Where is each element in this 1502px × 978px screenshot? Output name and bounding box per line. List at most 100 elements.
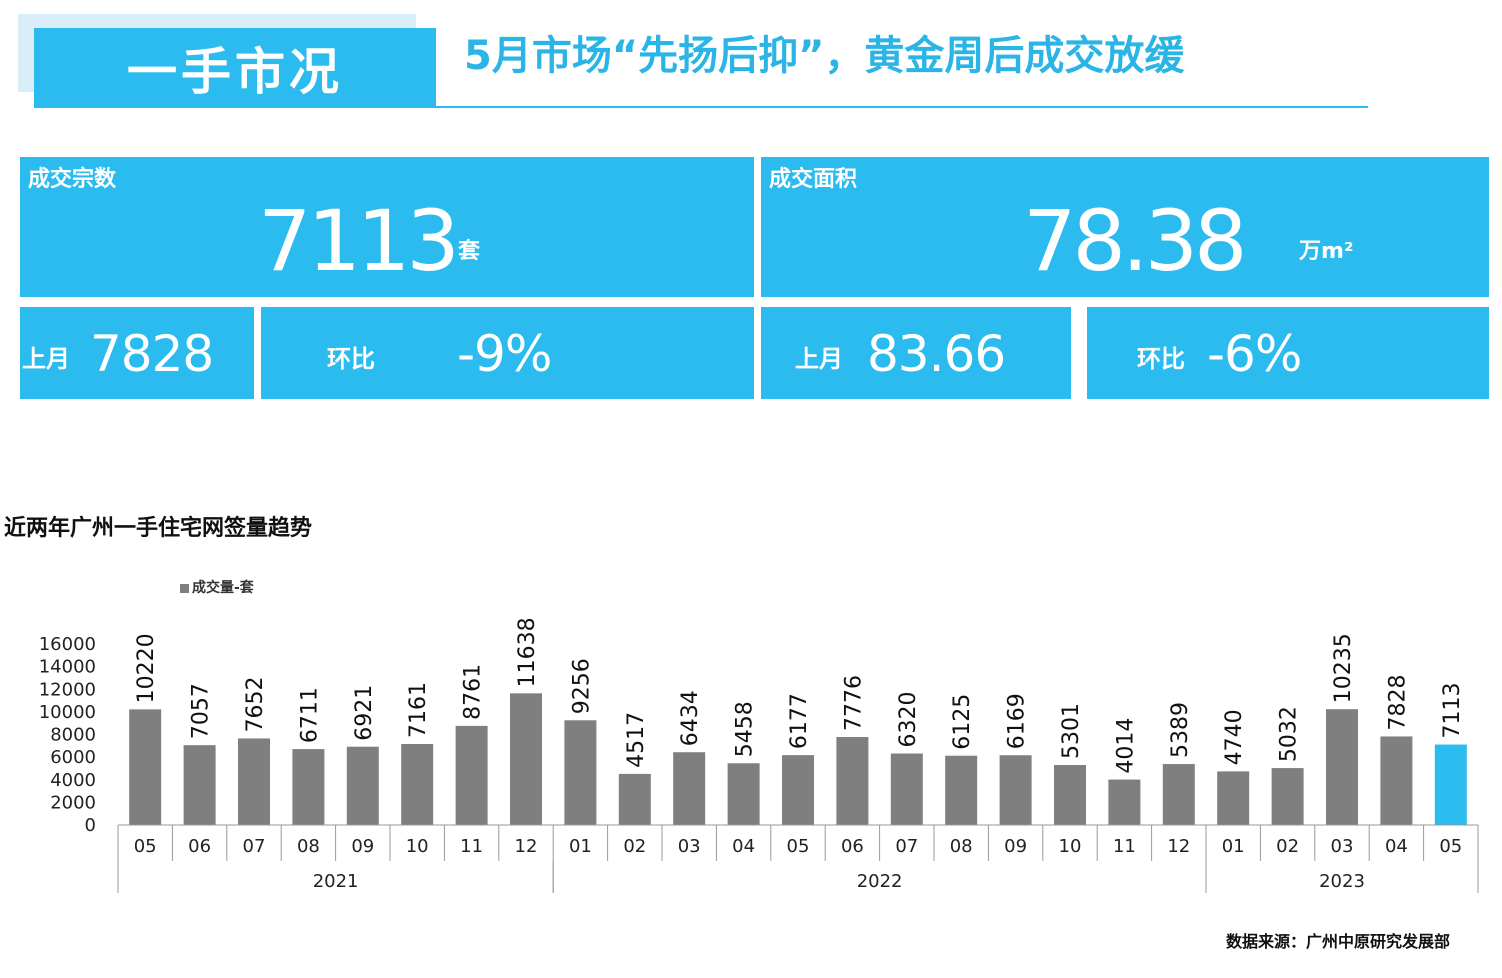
y-tick-label: 12000 (39, 679, 96, 700)
bars: 10220 7057 7652 6711 6921 7161 8761 11638 9256 45… (129, 617, 1467, 825)
bar (1326, 709, 1358, 825)
bar (673, 752, 706, 825)
x-tick-label: 04 (732, 836, 755, 857)
section-title: 一手市况 (127, 43, 343, 101)
bar (1434, 744, 1467, 825)
x-tick-label: 08 (950, 836, 973, 857)
bar-value-label: 6125 (950, 694, 975, 750)
x-tick-label: 03 (678, 836, 701, 857)
bar (346, 746, 379, 825)
legend-label: 成交量-套 (192, 579, 254, 596)
bar (782, 755, 814, 825)
bar-value-label: 6921 (352, 685, 377, 741)
bar-value-label: 10220 (134, 633, 159, 703)
kpi-area-mom-panel: 环比 -6% (1087, 307, 1489, 399)
x-tick-label: 07 (895, 836, 918, 857)
x-axis: 05 06 07 08 09 10 11 12 01 02 03 04 05 06 07 08 09 10 11 12… (117, 824, 1479, 893)
bar-value-label: 6434 (678, 690, 703, 746)
bar (836, 737, 869, 825)
bar (618, 773, 651, 825)
x-tick-label: 01 (569, 836, 592, 857)
bar-value-label: 6177 (787, 693, 812, 749)
y-tick-label: 8000 (50, 725, 96, 746)
bar (1108, 779, 1141, 825)
year-label: 2023 (1319, 871, 1365, 892)
kpi-deals-value: 7113 (258, 192, 460, 290)
x-tick-label: 05 (134, 836, 157, 857)
bar-value-label: 5458 (733, 701, 758, 757)
bar (401, 743, 434, 825)
y-tick-label: 0 (85, 815, 96, 836)
chart-legend: 成交量-套 (180, 579, 254, 596)
x-tick-label: 04 (1385, 836, 1408, 857)
bar (183, 745, 216, 825)
bar (129, 709, 162, 825)
bar-value-label: 4517 (624, 712, 649, 768)
x-tick-label: 10 (1059, 836, 1082, 857)
y-tick-label: 10000 (39, 702, 96, 723)
year-label: 2022 (857, 871, 903, 892)
x-tick-label: 10 (406, 836, 429, 857)
bar-value-label: 11638 (515, 617, 540, 687)
kpi-deals-prev-panel: 上月 7828 (20, 307, 254, 399)
bar-value-label: 7161 (406, 682, 431, 738)
x-tick-label: 01 (1222, 836, 1245, 857)
x-tick-label: 05 (787, 836, 810, 857)
chart-title: 近两年广州一手住宅网签量趋势 (4, 516, 313, 541)
x-tick-label: 11 (1113, 836, 1136, 857)
bar-value-label: 5301 (1059, 703, 1084, 759)
x-tick-label: 11 (460, 836, 483, 857)
x-tick-label: 03 (1331, 836, 1354, 857)
kpi-deals-label: 成交宗数 (28, 167, 117, 192)
kpi-area-prev-label: 上月 (795, 345, 843, 373)
kpi-deals-mom-value: -9% (457, 325, 552, 383)
bar (1162, 764, 1195, 825)
kpi-deals-panel: 成交宗数 7113 套 (20, 157, 754, 297)
kpi-area-prev-panel: 上月 83.66 (761, 307, 1071, 399)
kpi-deals-mom-label: 环比 (327, 345, 375, 373)
bar (890, 753, 923, 825)
bar-value-label: 7652 (243, 676, 268, 732)
bar-value-label: 7057 (189, 683, 214, 739)
kpi-area-value: 78.38 (1023, 192, 1247, 290)
bar (564, 720, 597, 825)
x-tick-label: 02 (623, 836, 646, 857)
bar (1217, 771, 1250, 825)
bar (1054, 765, 1086, 825)
year-label: 2021 (313, 871, 359, 892)
x-tick-label: 12 (1167, 836, 1190, 857)
x-tick-label: 08 (297, 836, 320, 857)
kpi-area-mom-label: 环比 (1137, 345, 1185, 373)
kpi-area-label: 成交面积 (769, 167, 858, 192)
bar-value-label: 6711 (297, 687, 322, 743)
bar (510, 693, 542, 825)
bar (1380, 736, 1413, 825)
section-title-box: 一手市况 (34, 28, 436, 108)
kpi-area-prev-value: 83.66 (867, 325, 1006, 383)
bar (238, 738, 270, 825)
x-tick-label: 02 (1276, 836, 1299, 857)
kpi-deals-prev-value: 7828 (90, 325, 214, 383)
kpi-area-mom-value: -6% (1207, 325, 1302, 383)
y-tick-label: 4000 (50, 770, 96, 791)
bar-value-label: 7113 (1440, 683, 1465, 739)
bar-value-label: 7828 (1385, 674, 1410, 730)
bar-value-label: 10235 (1331, 633, 1356, 703)
y-tick-label: 2000 (50, 792, 96, 813)
bar-value-label: 9256 (569, 658, 594, 714)
x-tick-label: 09 (1004, 836, 1027, 857)
bar-value-label: 6169 (1005, 693, 1030, 749)
bar (945, 755, 978, 825)
x-tick-label: 07 (243, 836, 266, 857)
bar-value-label: 7776 (841, 675, 866, 731)
y-tick-label: 14000 (39, 657, 96, 678)
x-tick-label: 06 (188, 836, 211, 857)
bar (455, 725, 488, 825)
kpi-deals-prev-label: 上月 (22, 345, 70, 373)
x-tick-label: 05 (1439, 836, 1462, 857)
x-tick-label: 09 (351, 836, 374, 857)
bar-value-label: 4014 (1113, 718, 1138, 774)
bar-value-label: 5389 (1168, 702, 1193, 758)
bar-value-label: 6320 (896, 692, 921, 748)
